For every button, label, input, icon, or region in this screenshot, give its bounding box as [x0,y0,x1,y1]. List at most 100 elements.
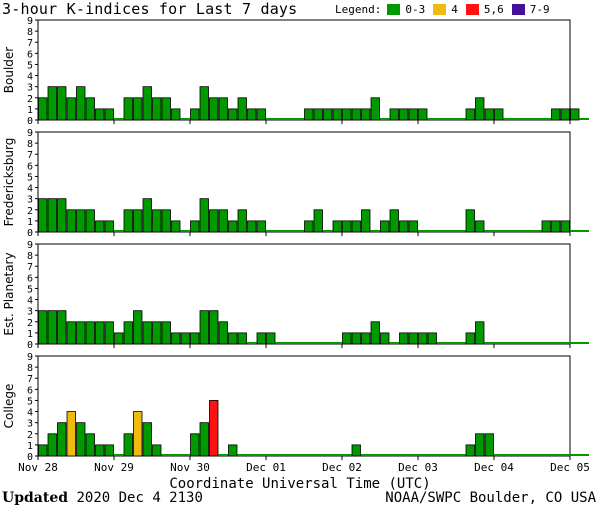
y-tick-label: 4 [27,184,33,195]
legend-swatch-5-6 [465,4,479,15]
k-index-bar [323,108,333,121]
k-index-bar [408,332,418,345]
k-index-bar [475,220,485,233]
legend-swatch-4 [433,4,447,15]
k-index-bar [47,198,57,233]
k-index-bar [484,433,494,457]
k-index-bar [142,198,152,233]
k-index-bar [104,108,114,121]
y-tick-label: 8 [27,363,33,374]
k-index-bar [351,108,361,121]
k-index-bar [161,321,171,345]
k-index-bar [180,332,190,345]
k-index-bar [228,220,238,233]
k-index-bar [123,321,133,345]
k-index-bar [199,310,209,345]
k-index-bar [199,198,209,233]
k-index-bar [47,310,57,345]
k-index-bar [570,108,580,121]
k-index-bar [38,310,48,345]
y-tick-label: 4 [27,408,33,419]
k-index-bar [408,108,418,121]
y-tick-label: 6 [27,161,33,172]
k-index-bar [313,108,323,121]
k-index-bar [209,400,219,457]
k-index-bar [228,108,238,121]
y-tick-label: 1 [27,217,33,228]
panel-frame [37,243,571,345]
y-tick-label: 9 [27,240,33,251]
y-tick-label: 0 [27,340,33,351]
k-index-bar [209,209,219,233]
y-tick-label: 9 [27,128,33,139]
k-index-bar [332,220,342,233]
y-tick-label: 0 [27,452,33,463]
k-index-bar [541,220,551,233]
k-index-bar [342,332,352,345]
x-tick-label: Nov 30 [170,461,210,474]
panel-label: Fredericksburg [2,138,16,227]
k-index-bar [304,220,314,233]
k-index-bar [399,332,409,345]
k-index-bar [85,209,95,233]
y-tick-label: 7 [27,262,33,273]
y-tick-label: 4 [27,296,33,307]
x-tick-label: Dec 05 [550,461,590,474]
k-index-bar [95,321,105,345]
k-index-bar [133,411,143,457]
k-index-bar [304,108,314,121]
y-tick-label: 8 [27,251,33,262]
y-tick-label: 3 [27,307,33,318]
y-tick-label: 9 [27,352,33,363]
y-tick-label: 5 [27,60,33,71]
k-index-bar [190,332,200,345]
k-index-bar [190,220,200,233]
k-index-bar [199,422,209,457]
y-tick-label: 1 [27,329,33,340]
k-index-bar [152,444,162,457]
updated-stamp: Updated 2020 Dec 4 2130 [2,490,203,506]
k-index-bar [104,321,114,345]
k-index-bar [342,220,352,233]
k-index-bar [266,332,276,345]
k-index-bar [66,411,76,457]
k-index-bar [38,444,48,457]
k-index-bar [560,220,570,233]
k-index-bar [38,198,48,233]
k-index-bar [152,97,162,121]
k-index-bar [95,108,105,121]
panel-label: Est. Planetary [2,252,16,335]
legend-item-label: 0-3 [405,3,426,16]
panel-frame [37,19,571,121]
x-tick-label: Dec 02 [322,461,362,474]
x-tick-label: Nov 28 [18,461,58,474]
k-index-bar [85,97,95,121]
y-tick-label: 7 [27,150,33,161]
legend-label: Legend: [335,3,382,16]
x-tick-label: Dec 04 [474,461,514,474]
k-index-bar [475,433,485,457]
legend-item-label: 4 [451,3,458,16]
k-index-bar [361,332,371,345]
k-index-bar [133,209,143,233]
k-index-bar [256,108,266,121]
k-index-bar [199,86,209,121]
y-tick-label: 5 [27,284,33,295]
k-index-bar [142,422,152,457]
panel-label: College [2,384,16,429]
source-credit: NOAA/SWPC Boulder, CO USA [385,490,596,506]
k-index-bar [465,108,475,121]
panel-label: Boulder [2,47,16,94]
k-index-bar [123,97,133,121]
k-index-bar [209,310,219,345]
k-index-bar [76,209,86,233]
k-index-bar [313,209,323,233]
y-tick-label: 3 [27,83,33,94]
y-tick-label: 9 [27,16,33,27]
k-index-bar [361,108,371,121]
k-index-bar [465,444,475,457]
k-index-bar [389,209,399,233]
k-index-bar [209,97,219,121]
k-index-bar [104,444,114,457]
k-index-bar [123,209,133,233]
